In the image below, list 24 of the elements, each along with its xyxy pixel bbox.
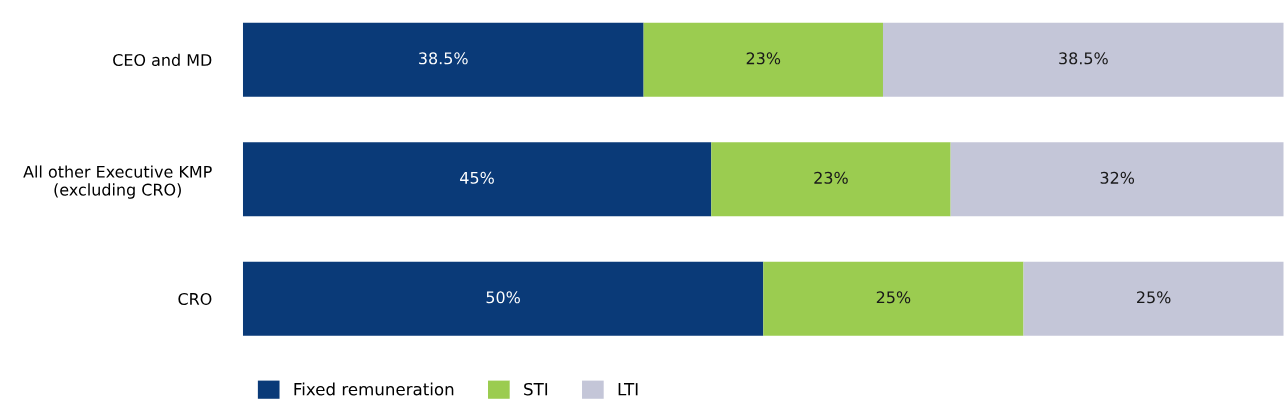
bar [242, 261, 764, 336]
bar [882, 22, 1284, 97]
data-label: 50% [486, 291, 520, 304]
legend-label: STI [524, 382, 548, 396]
y-tick-label: All other Executive KMP (excluding CRO) [23, 165, 212, 199]
data-label: 23% [746, 52, 781, 65]
bar [643, 22, 883, 97]
bar [242, 142, 712, 217]
legend-label: LTI [618, 383, 638, 396]
data-label: 45% [460, 171, 494, 184]
y-tick-label: CEO and MD [113, 53, 212, 67]
data-label: 38.5% [1059, 52, 1108, 65]
y-tick-label: CRO [178, 292, 212, 305]
data-label: 32% [1100, 171, 1135, 184]
bar [1023, 261, 1284, 336]
data-label: 25% [876, 291, 911, 304]
bar [711, 142, 951, 217]
data-label: 25% [1137, 291, 1171, 304]
legend-label: Fixed remuneration [294, 382, 454, 396]
bar [242, 22, 644, 97]
bar [763, 261, 1024, 336]
bar [950, 142, 1284, 217]
data-label: 38.5% [419, 52, 468, 65]
data-label: 23% [814, 171, 848, 184]
